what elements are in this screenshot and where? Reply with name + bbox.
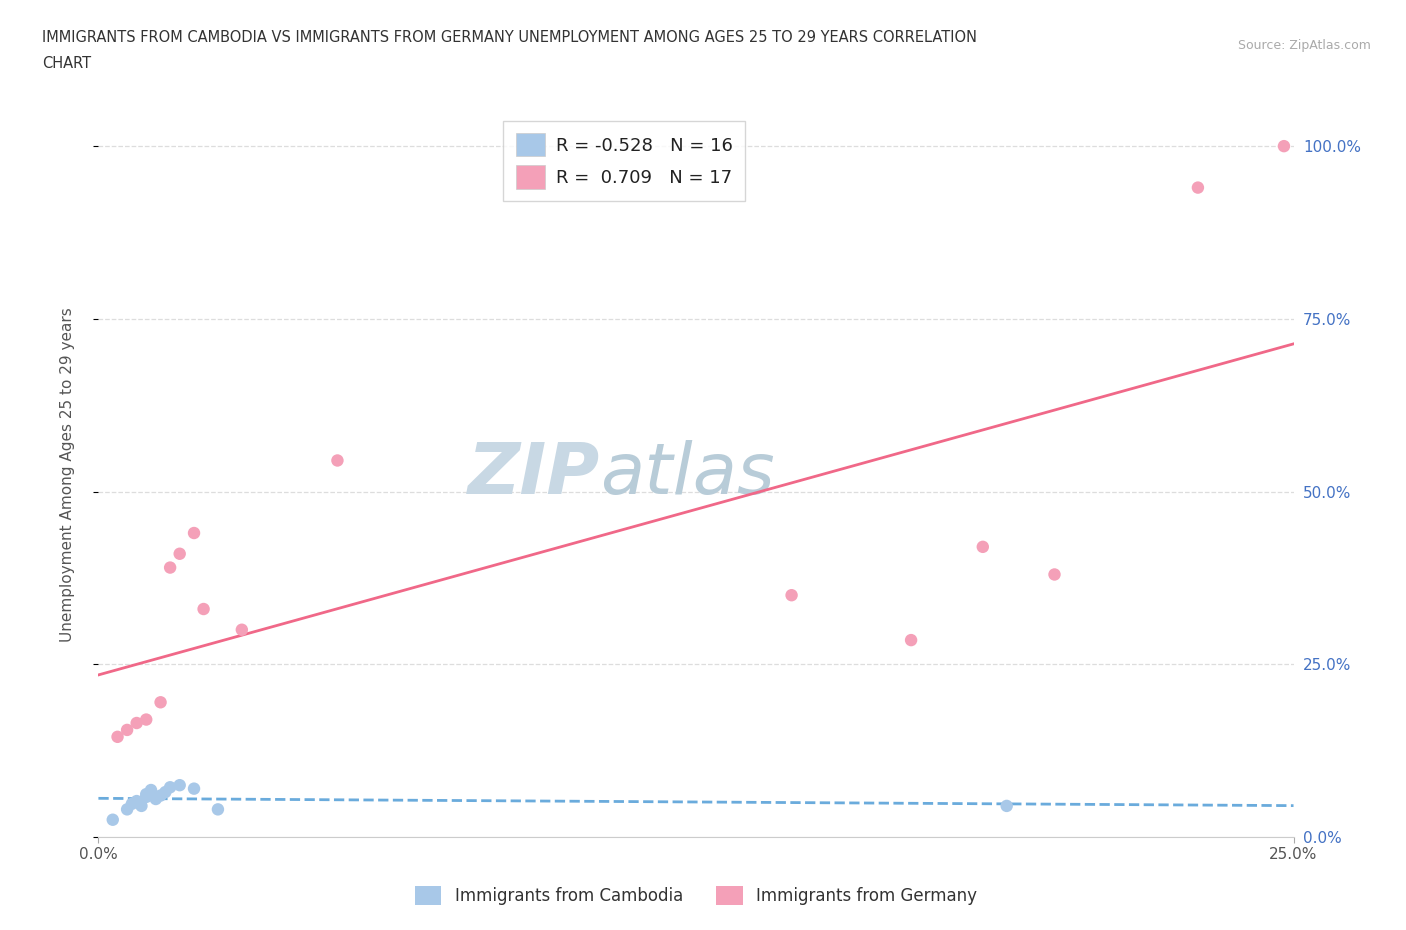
Point — [207, 802, 229, 817]
Point — [149, 695, 172, 710]
Point — [115, 802, 138, 817]
Point — [159, 780, 181, 795]
Point — [125, 715, 148, 730]
Point — [115, 723, 138, 737]
Text: atlas: atlas — [600, 440, 775, 509]
Point — [231, 622, 253, 637]
Text: IMMIGRANTS FROM CAMBODIA VS IMMIGRANTS FROM GERMANY UNEMPLOYMENT AMONG AGES 25 T: IMMIGRANTS FROM CAMBODIA VS IMMIGRANTS F… — [42, 30, 977, 45]
Point — [183, 781, 205, 796]
Point — [135, 787, 157, 802]
Text: Source: ZipAtlas.com: Source: ZipAtlas.com — [1237, 39, 1371, 52]
Point — [107, 729, 129, 744]
Point — [780, 588, 803, 603]
Point — [995, 799, 1018, 814]
Point — [169, 546, 191, 561]
Text: CHART: CHART — [42, 56, 91, 71]
Point — [125, 793, 148, 808]
Point — [159, 560, 181, 575]
Point — [135, 790, 157, 804]
Y-axis label: Unemployment Among Ages 25 to 29 years: Unemployment Among Ages 25 to 29 years — [60, 307, 75, 642]
Point — [1043, 567, 1066, 582]
Legend: Immigrants from Cambodia, Immigrants from Germany: Immigrants from Cambodia, Immigrants fro… — [408, 880, 984, 912]
Point — [135, 712, 157, 727]
Point — [131, 799, 153, 814]
Point — [1187, 180, 1209, 195]
Point — [326, 453, 349, 468]
Point — [145, 791, 167, 806]
Point — [193, 602, 215, 617]
Point — [900, 632, 922, 647]
Point — [149, 788, 172, 803]
Point — [101, 812, 124, 827]
Text: ZIP: ZIP — [468, 440, 600, 509]
Point — [155, 785, 177, 800]
Point — [972, 539, 994, 554]
Point — [169, 777, 191, 792]
Point — [121, 796, 143, 811]
Point — [1272, 139, 1295, 153]
Point — [139, 782, 162, 797]
Point — [183, 525, 205, 540]
